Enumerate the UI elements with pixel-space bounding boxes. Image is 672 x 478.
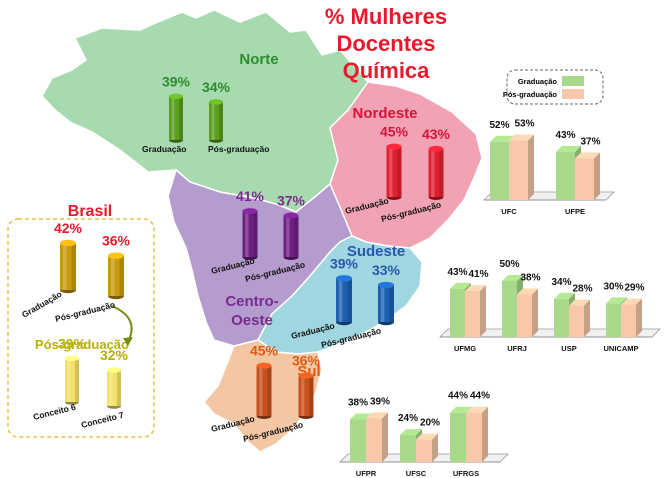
- region-name-nordeste: Nordeste: [352, 105, 417, 122]
- chart-sul-univ-value-pos-0: 39%: [370, 396, 390, 407]
- brasil-arrow-head: [123, 337, 133, 346]
- chart-sudeste-univ-value-pos-0: 41%: [468, 269, 488, 280]
- brasil-bar-pos: [108, 252, 124, 300]
- chart-sudeste-univ-value-graduacao-3: 30%: [603, 281, 623, 292]
- chart-ufc-ufpe-value-graduacao-0: 52%: [489, 120, 509, 131]
- chart-ufc-ufpe-value-pos-1: 37%: [580, 137, 600, 148]
- norte-label-graduacao: Graduação: [142, 144, 186, 154]
- sul-bar-pos: [298, 372, 314, 419]
- nordeste-value-graduacao: 45%: [380, 124, 409, 140]
- norte-value-graduacao: 39%: [162, 73, 191, 89]
- chart-sudeste-univ-value-pos-3: 29%: [624, 283, 644, 294]
- chart-sul-univ-bar-pos-1: [416, 433, 438, 462]
- brasil-value-pos: 36%: [102, 233, 131, 249]
- chart-sul-univ-category-1: UFSC: [406, 469, 427, 478]
- brasil-conceito-bar-graduacao: [65, 355, 79, 405]
- chart-sudeste-univ-value-graduacao-2: 34%: [551, 277, 571, 288]
- brasil-conceito-value-graduacao: 39%: [58, 335, 87, 351]
- region-name-norte: Norte: [239, 51, 278, 68]
- chart-ufc-ufpe-value-pos-0: 53%: [514, 119, 534, 130]
- chart-sul-univ-value-graduacao-0: 38%: [348, 397, 368, 408]
- region-name-sudeste: Sudeste: [347, 243, 405, 260]
- chart-sudeste-univ-value-graduacao-1: 50%: [499, 259, 519, 270]
- norte-bar-pos: [209, 99, 223, 143]
- centro-bar-graduacao: [242, 208, 258, 260]
- chart-sul-univ-value-graduacao-1: 24%: [398, 413, 418, 424]
- sul-value-graduacao: 45%: [250, 343, 279, 359]
- legend-label-posgraduacao: Pós-graduação: [503, 90, 558, 99]
- chart-sudeste-univ-category-2: USP: [561, 344, 576, 353]
- centro-value-pos: 37%: [277, 193, 306, 209]
- chart-sul-univ-value-pos-1: 20%: [420, 418, 440, 429]
- chart-sudeste-univ-value-pos-2: 28%: [572, 284, 592, 295]
- centro-bar-pos: [283, 212, 299, 260]
- legend-swatch-posgraduacao: [562, 89, 584, 99]
- chart-sul-univ-category-0: UFPR: [356, 469, 377, 478]
- chart-sudeste-univ-bar-pos-3: [621, 298, 642, 337]
- chart-sudeste-univ-category-3: UNICAMP: [604, 344, 639, 353]
- nordeste-value-pos: 43%: [422, 126, 451, 142]
- sudeste-bar-graduacao: [336, 275, 352, 326]
- legend-swatch-graduacao: [562, 76, 584, 86]
- chart-ufc-ufpe-value-graduacao-1: 43%: [555, 130, 575, 141]
- brasil-posgrad-subtitle: Pós-graduação: [35, 337, 129, 352]
- chart-sudeste-univ-category-1: UFRJ: [507, 344, 527, 353]
- centro-value-graduacao: 41%: [236, 188, 265, 204]
- chart-sudeste-univ-value-graduacao-0: 43%: [447, 267, 467, 278]
- chart-sudeste-univ-category-0: UFMG: [454, 344, 476, 353]
- chart-sul-univ-bar-pos-0: [366, 412, 388, 462]
- chart-sudeste-univ-bar-pos-0: [465, 285, 486, 337]
- title-line-3: Química: [343, 58, 431, 83]
- chart-ufc-ufpe-bar-pos-1: [575, 152, 600, 200]
- brasil-value-graduacao: 42%: [54, 220, 83, 236]
- sudeste-bar-pos: [378, 281, 394, 326]
- nordeste-bar-pos: [428, 145, 444, 200]
- chart-sudeste-univ-bar-pos-1: [517, 288, 538, 337]
- brasil-bar-graduacao: [60, 239, 76, 294]
- sudeste-value-graduacao: 39%: [330, 255, 359, 271]
- legend-label-graduacao: Graduação: [518, 77, 558, 86]
- sul-value-pos: 36%: [292, 353, 321, 369]
- chart-ufc-ufpe-category-1: UFPE: [565, 207, 585, 216]
- chart-sul-univ-category-2: UFRGS: [453, 469, 479, 478]
- sudeste-value-pos: 33%: [372, 262, 401, 278]
- brasil-conceito-bar-pos: [107, 367, 121, 409]
- region-norte: [41, 9, 369, 213]
- norte-bar-graduacao: [169, 93, 183, 143]
- chart-sudeste-univ-bar-pos-2: [569, 299, 590, 337]
- norte-value-pos: 34%: [202, 79, 231, 95]
- chart-sudeste-univ-value-pos-1: 38%: [520, 272, 540, 283]
- title-line-2: Docentes: [336, 31, 435, 56]
- chart-sul-univ-bar-pos-2: [466, 406, 488, 462]
- brasil-title: Brasil: [68, 203, 112, 220]
- brasil-conceito-value-pos: 32%: [100, 347, 129, 363]
- nordeste-bar-graduacao: [386, 143, 402, 200]
- chart-sul-univ-value-pos-2: 44%: [470, 391, 490, 402]
- sul-bar-graduacao: [256, 362, 272, 419]
- region-name-centro-oeste-line2: Oeste: [231, 312, 273, 329]
- chart-sul-univ-value-graduacao-2: 44%: [448, 391, 468, 402]
- region-name-centro-oeste-line1: Centro-: [225, 293, 278, 310]
- title-line-1: % Mulheres: [325, 4, 447, 29]
- norte-label-pos: Pós-graduação: [208, 144, 269, 154]
- chart-ufc-ufpe-category-0: UFC: [501, 207, 517, 216]
- main-title: % Mulheres Docentes Química: [325, 4, 447, 83]
- chart-ufc-ufpe-bar-pos-0: [509, 134, 534, 200]
